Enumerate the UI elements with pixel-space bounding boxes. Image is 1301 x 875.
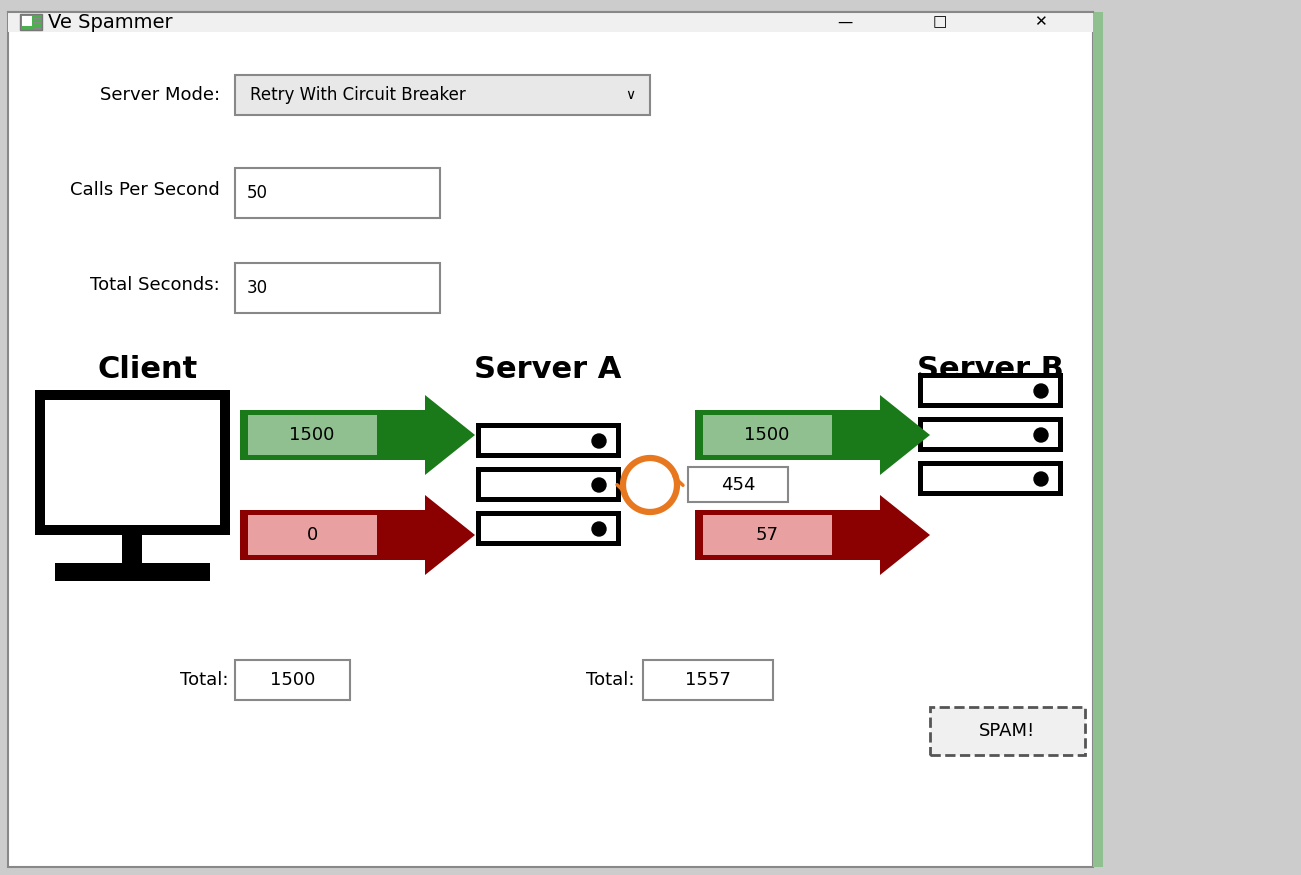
Text: 50: 50 [247,184,268,202]
Bar [922,466,1058,491]
Bar [481,516,615,541]
Polygon shape [425,495,475,575]
Circle shape [592,478,606,492]
Text: 1500: 1500 [271,671,316,689]
Bar [703,415,833,455]
Text: 30: 30 [247,279,268,297]
Bar [235,263,440,313]
Text: SPAM!: SPAM! [978,722,1036,740]
Bar [8,12,1093,32]
Bar [476,511,621,546]
Bar [930,707,1085,755]
Text: Total Seconds:: Total Seconds: [90,276,220,294]
Bar [688,467,788,502]
FancyBboxPatch shape [8,12,1093,867]
Bar [643,660,773,700]
Bar [919,417,1063,452]
Polygon shape [879,395,930,475]
Text: 0: 0 [306,526,317,544]
Text: Total:: Total: [180,671,228,689]
Bar [122,535,142,563]
Bar [235,660,350,700]
Circle shape [592,434,606,448]
Bar [476,467,621,502]
Bar [1093,12,1103,867]
Circle shape [1034,384,1049,398]
Text: —: — [838,15,852,30]
Text: 1500: 1500 [289,426,334,444]
Text: 57: 57 [756,526,778,544]
Bar [35,390,230,535]
Text: Server B: Server B [917,355,1063,384]
Bar [703,515,833,555]
Bar [919,373,1063,408]
Bar [481,472,615,497]
Text: Total:: Total: [587,671,635,689]
Text: ✕: ✕ [1033,15,1046,30]
Bar [22,16,33,26]
Text: ∨: ∨ [624,88,635,102]
Bar [476,423,621,458]
Bar [239,510,425,560]
Text: 1500: 1500 [744,426,790,444]
Bar [20,14,42,30]
Polygon shape [425,395,475,475]
Circle shape [592,522,606,536]
Bar [695,410,879,460]
Text: Ve Spammer: Ve Spammer [48,12,173,32]
Text: □: □ [933,15,947,30]
Bar [919,461,1063,496]
Bar [239,410,425,460]
Text: 1557: 1557 [686,671,731,689]
Text: Client: Client [98,355,198,384]
Bar [695,510,879,560]
Bar [248,515,377,555]
Text: Retry With Circuit Breaker: Retry With Circuit Breaker [250,86,466,104]
Text: Calls Per Second: Calls Per Second [70,181,220,199]
Polygon shape [879,495,930,575]
Bar [235,75,650,115]
Bar [922,378,1058,403]
Bar [235,168,440,218]
Circle shape [1034,472,1049,486]
Text: Server Mode:: Server Mode: [100,86,220,104]
Text: 454: 454 [721,476,756,494]
Bar [248,415,377,455]
Circle shape [1034,428,1049,442]
Bar [55,563,209,581]
Bar [46,400,220,525]
Text: Server A: Server A [475,355,622,384]
Bar [922,422,1058,447]
Bar [481,428,615,453]
